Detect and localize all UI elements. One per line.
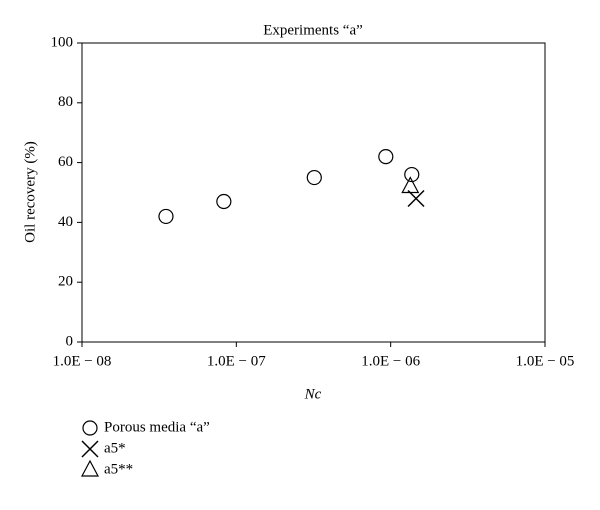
y-tick-label: 80 bbox=[58, 94, 73, 110]
legend-label: a5* bbox=[104, 440, 126, 456]
x-tick-label: 1.0E − 08 bbox=[53, 353, 112, 369]
x-tick-label: 1.0E − 06 bbox=[361, 353, 420, 369]
x-tick-label: 1.0E − 05 bbox=[516, 353, 575, 369]
y-axis-label: Oil recovery (%) bbox=[22, 141, 38, 243]
y-tick-label: 60 bbox=[58, 154, 73, 170]
legend-label: a5** bbox=[104, 461, 133, 477]
chart-title: Experiments “a” bbox=[263, 22, 363, 38]
y-tick-label: 100 bbox=[51, 34, 74, 50]
marker-triangle bbox=[81, 459, 99, 477]
marker-cross bbox=[407, 189, 425, 208]
y-tick-label: 0 bbox=[66, 333, 74, 349]
marker-circle bbox=[158, 208, 174, 225]
x-tick-label: 1.0E − 07 bbox=[207, 353, 266, 369]
marker-circle bbox=[216, 193, 232, 210]
marker-triangle bbox=[401, 176, 420, 194]
marker-cross bbox=[81, 440, 99, 458]
marker-circle bbox=[378, 149, 394, 165]
marker-circle bbox=[306, 169, 322, 186]
y-tick-label: 40 bbox=[58, 214, 73, 230]
legend-label: Porous media “a” bbox=[104, 419, 210, 435]
y-tick-label: 20 bbox=[58, 274, 73, 290]
marker-circle bbox=[82, 420, 98, 436]
plot-frame bbox=[81, 42, 546, 343]
x-axis-label: Nc bbox=[304, 386, 322, 402]
